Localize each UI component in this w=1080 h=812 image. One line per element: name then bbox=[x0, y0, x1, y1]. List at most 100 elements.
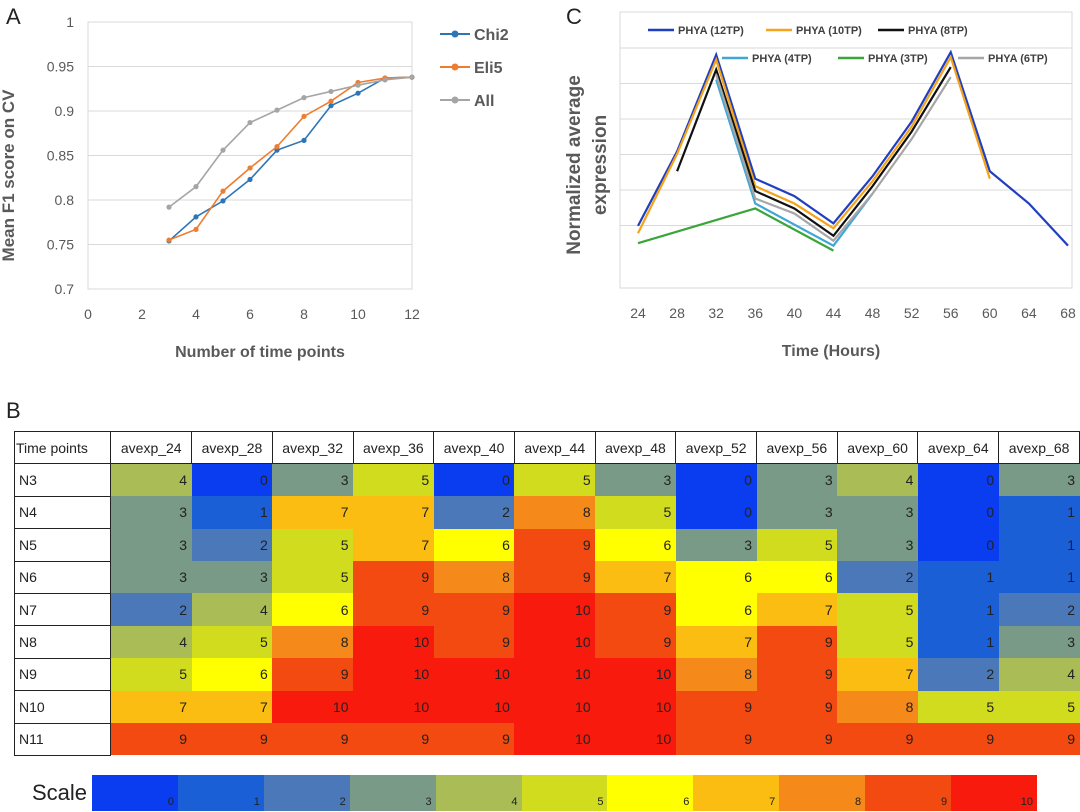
row-label: N4 bbox=[13, 495, 112, 530]
heatmap-cell: 5 bbox=[595, 496, 676, 529]
data-point bbox=[355, 82, 361, 88]
series-line bbox=[676, 66, 952, 238]
heatmap-cell: 9 bbox=[272, 723, 353, 756]
heatmap-cell: 5 bbox=[756, 528, 838, 562]
heatmap-cell: 9 bbox=[110, 723, 192, 756]
heatmap-cell: 9 bbox=[353, 561, 434, 594]
heatmap-cell: 7 bbox=[272, 496, 353, 529]
row-label: N5 bbox=[13, 528, 112, 562]
heatmap-table: Time points avexp_24 avexp_28 avexp_32 avexp… bbox=[13, 430, 1080, 756]
heatmap-cell: 10 bbox=[272, 690, 353, 724]
heatmap-cell: 1 bbox=[998, 561, 1080, 594]
heatmap-cell: 0 bbox=[675, 496, 757, 529]
heatmap-cell: 5 bbox=[272, 561, 353, 594]
y-axis-title-line2: expression bbox=[590, 115, 611, 215]
column-header: avexp_40 bbox=[433, 430, 515, 465]
legend-label: PHYA (10TP) bbox=[796, 25, 862, 37]
heatmap-cell: 6 bbox=[433, 528, 515, 562]
row-label: N11 bbox=[13, 722, 112, 756]
x-tick-label: 52 bbox=[904, 305, 920, 321]
heatmap-cell: 9 bbox=[756, 690, 838, 724]
series-line bbox=[637, 207, 834, 252]
corner-label: Time points bbox=[13, 430, 112, 465]
plot-area-frame bbox=[619, 11, 1073, 289]
heatmap-cell: 0 bbox=[191, 463, 273, 497]
heatmap-cell: 7 bbox=[191, 690, 273, 724]
heatmap-cell: 4 bbox=[837, 463, 918, 497]
heatmap-cell: 7 bbox=[756, 593, 838, 626]
heatmap-cell: 10 bbox=[595, 690, 676, 724]
legend-label: Eli5 bbox=[474, 60, 503, 77]
x-tick-label: 40 bbox=[787, 305, 803, 321]
heatmap-cell: 0 bbox=[917, 496, 999, 529]
heatmap-cell: 2 bbox=[191, 528, 273, 562]
x-tick-label: 60 bbox=[982, 305, 998, 321]
row-label: N7 bbox=[13, 592, 112, 627]
heatmap-cell: 9 bbox=[837, 723, 918, 756]
heatmap-cell: 0 bbox=[917, 463, 999, 497]
x-tick-label: 12 bbox=[404, 306, 420, 322]
column-header: avexp_32 bbox=[271, 430, 354, 465]
data-point bbox=[301, 137, 307, 143]
panel-c-letter: C bbox=[566, 4, 582, 29]
x-tick-label: 48 bbox=[865, 305, 881, 321]
heatmap-cell: 3 bbox=[837, 496, 918, 529]
panel-b-letter: B bbox=[6, 398, 21, 423]
column-header: avexp_56 bbox=[756, 430, 838, 465]
data-point bbox=[193, 226, 199, 232]
heatmap-cell: 9 bbox=[433, 593, 515, 626]
heatmap-cell: 5 bbox=[514, 463, 596, 497]
data-point bbox=[409, 74, 415, 80]
y-tick-label: 0.75 bbox=[47, 237, 74, 253]
scale-label: 5 bbox=[597, 796, 604, 808]
x-tick-label: 28 bbox=[669, 305, 685, 321]
x-axis-title: Number of time points bbox=[175, 344, 345, 361]
heatmap-cell: 4 bbox=[998, 658, 1080, 691]
heatmap-cell: 5 bbox=[110, 658, 192, 691]
data-point bbox=[274, 144, 280, 150]
data-point bbox=[193, 214, 199, 220]
legend-label: All bbox=[474, 93, 494, 110]
heatmap-cell: 3 bbox=[595, 463, 676, 497]
scale-label: 8 bbox=[855, 796, 862, 808]
x-tick-label: 2 bbox=[138, 306, 146, 322]
heatmap-cell: 9 bbox=[756, 658, 838, 691]
heatmap-cell: 1 bbox=[917, 593, 999, 626]
scale-label: 9 bbox=[940, 796, 948, 808]
data-point bbox=[274, 147, 280, 153]
heatmap-cell: 7 bbox=[675, 625, 757, 659]
scale-swatch: 6 bbox=[607, 775, 694, 811]
heatmap-cell: 3 bbox=[675, 528, 757, 562]
row-label: N8 bbox=[13, 625, 112, 659]
heatmap-cell: 10 bbox=[514, 625, 596, 659]
legend-label: PHYA (8TP) bbox=[908, 25, 968, 37]
heatmap-cell: 7 bbox=[110, 690, 192, 724]
data-point bbox=[301, 95, 307, 101]
x-tick-label: 36 bbox=[747, 305, 763, 321]
heatmap-cell: 8 bbox=[837, 690, 918, 724]
x-tick-label: 64 bbox=[1021, 305, 1037, 321]
heatmap-cell: 9 bbox=[675, 723, 757, 756]
heatmap-cell: 9 bbox=[353, 723, 434, 756]
row-label: N9 bbox=[13, 657, 112, 692]
heatmap-cell: 5 bbox=[191, 625, 273, 659]
heatmap-cell: 10 bbox=[433, 690, 515, 724]
x-tick-label: 24 bbox=[630, 305, 646, 321]
scale-title: Scale bbox=[32, 780, 88, 805]
heatmap-cell: 7 bbox=[837, 658, 918, 691]
heatmap-cell: 9 bbox=[595, 625, 676, 659]
series-line bbox=[637, 49, 1069, 247]
data-point bbox=[247, 165, 253, 171]
column-header: avexp_64 bbox=[917, 430, 1000, 465]
data-point bbox=[301, 113, 307, 119]
heatmap-cell: 5 bbox=[917, 690, 999, 724]
heatmap-cell: 9 bbox=[756, 723, 838, 756]
y-tick-label: 0.7 bbox=[55, 281, 75, 297]
heatmap-cell: 0 bbox=[917, 528, 999, 562]
data-point bbox=[382, 77, 388, 83]
scale-label: 0 bbox=[167, 796, 174, 808]
heatmap-cell: 0 bbox=[675, 463, 757, 497]
heatmap-cell: 6 bbox=[675, 561, 757, 594]
heatmap-cell: 1 bbox=[917, 561, 999, 594]
